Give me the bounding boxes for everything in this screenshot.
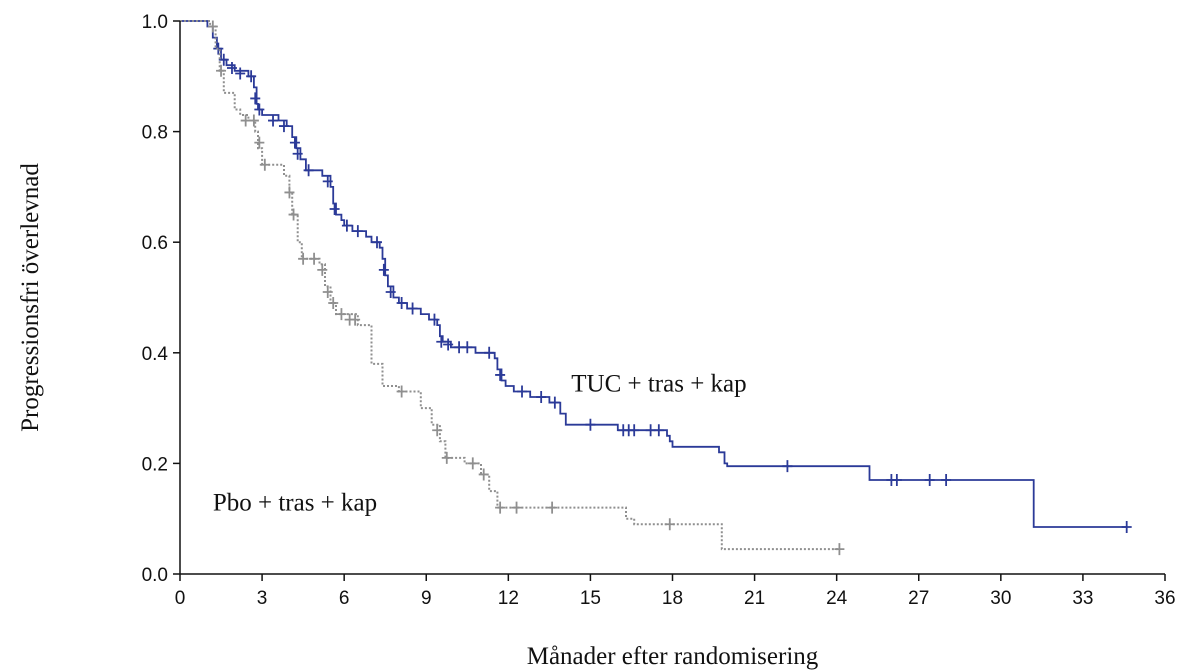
censor-mark <box>441 451 452 464</box>
censor-mark <box>284 186 295 199</box>
censor-mark <box>328 297 339 310</box>
censor-mark <box>303 164 314 177</box>
censor-mark <box>436 335 447 348</box>
censor-mark <box>235 67 246 80</box>
censor-mark <box>254 103 265 116</box>
censor-mark <box>352 225 363 238</box>
censor-mark <box>396 385 407 398</box>
plot-area <box>180 20 1132 556</box>
x-tick-label: 27 <box>908 588 929 609</box>
censor-mark <box>336 308 347 321</box>
x-tick-label: 9 <box>421 588 432 609</box>
censor-mark <box>259 158 270 171</box>
censor-mark <box>246 70 257 83</box>
censor-mark <box>216 64 227 77</box>
x-tick-label: 3 <box>257 588 268 609</box>
x-tick-label: 36 <box>1154 588 1175 609</box>
censor-mark <box>653 424 664 437</box>
censor-mark <box>484 346 495 359</box>
x-tick-label: 30 <box>990 588 1011 609</box>
x-tick-label: 15 <box>580 588 601 609</box>
censor-mark <box>298 252 309 265</box>
censor-mark <box>341 219 352 232</box>
censor-mark <box>891 473 902 486</box>
censor-mark <box>289 136 300 149</box>
censor-mark <box>372 236 382 249</box>
censor-mark <box>467 457 478 470</box>
censor-mark <box>350 313 361 326</box>
y-axis-title: Progressionsfri överlevnad <box>17 163 44 432</box>
censor-mark <box>629 424 640 437</box>
censor-mark <box>664 518 675 531</box>
censor-mark <box>207 20 218 33</box>
censor-mark <box>317 263 328 276</box>
censor-mark <box>549 396 560 409</box>
censor-mark <box>254 136 265 149</box>
censor-mark <box>536 391 547 404</box>
censor-mark <box>329 203 340 216</box>
censor-mark <box>278 120 289 133</box>
series-label: Pbo + tras + kap <box>213 489 377 516</box>
censor-mark <box>250 92 261 105</box>
y-tick-label: 0.8 <box>142 123 168 144</box>
x-tick-label: 18 <box>662 588 683 609</box>
censor-mark <box>547 501 558 514</box>
censor-mark <box>378 263 389 276</box>
series-label: TUC + tras + kap <box>571 371 746 398</box>
censor-mark <box>288 208 299 221</box>
censor-mark <box>478 468 489 481</box>
censor-mark <box>396 297 407 310</box>
x-axis-ticks: 0 3 6 9 12 15 18 21 24 27 30 33 36 <box>175 574 1176 609</box>
censor-mark <box>834 543 845 556</box>
censor-mark <box>322 285 333 298</box>
x-tick-label: 6 <box>339 588 350 609</box>
censor-mark <box>322 175 333 188</box>
censor-mark <box>292 147 303 160</box>
censor-mark <box>782 460 793 473</box>
y-axis-ticks: 0.0 0.2 0.4 0.6 0.8 1.0 <box>142 12 180 586</box>
series-tuc-tras-kap <box>180 20 1132 533</box>
y-tick-label: 0.4 <box>142 344 169 365</box>
censor-mark <box>429 313 440 326</box>
x-axis-title: Månader efter randomisering <box>527 643 819 670</box>
censor-mark <box>517 385 528 398</box>
censor-mark <box>309 252 320 265</box>
x-tick-label: 0 <box>175 588 186 609</box>
censor-mark <box>407 302 418 315</box>
x-tick-label: 33 <box>1072 588 1093 609</box>
axes: 0 3 6 9 12 15 18 21 24 27 30 33 36 0.00.20.40.60.81.… <box>142 12 1176 609</box>
x-tick-label: 21 <box>744 588 765 609</box>
series-labels: TUC + tras + kap Pbo + tras + kap <box>213 371 747 517</box>
series-pbo-tras-kap <box>180 20 845 556</box>
survival-curve-pbo-tras-kap <box>180 20 840 551</box>
y-tick-label: 0.0 <box>142 565 168 586</box>
censor-mark <box>268 114 279 127</box>
censor-mark <box>495 368 506 381</box>
x-tick-label: 12 <box>498 588 519 609</box>
y-tick-label: 0.6 <box>142 233 168 254</box>
censor-mark <box>218 53 229 66</box>
censor-mark <box>941 473 952 486</box>
censor-mark <box>495 501 506 514</box>
censor-mark <box>432 424 443 437</box>
y-tick-label: 0.2 <box>142 454 168 475</box>
censor-mark <box>443 338 454 351</box>
censor-mark <box>462 341 473 354</box>
censor-mark <box>248 114 259 127</box>
y-tick-label: 1.0 <box>142 12 168 33</box>
censor-mark <box>511 501 522 514</box>
censor-mark <box>924 473 935 486</box>
censor-mark <box>385 285 396 298</box>
censor-mark <box>226 62 237 75</box>
x-tick-label: 24 <box>826 588 848 609</box>
censor-mark <box>585 418 596 431</box>
censor-mark <box>1121 520 1132 533</box>
